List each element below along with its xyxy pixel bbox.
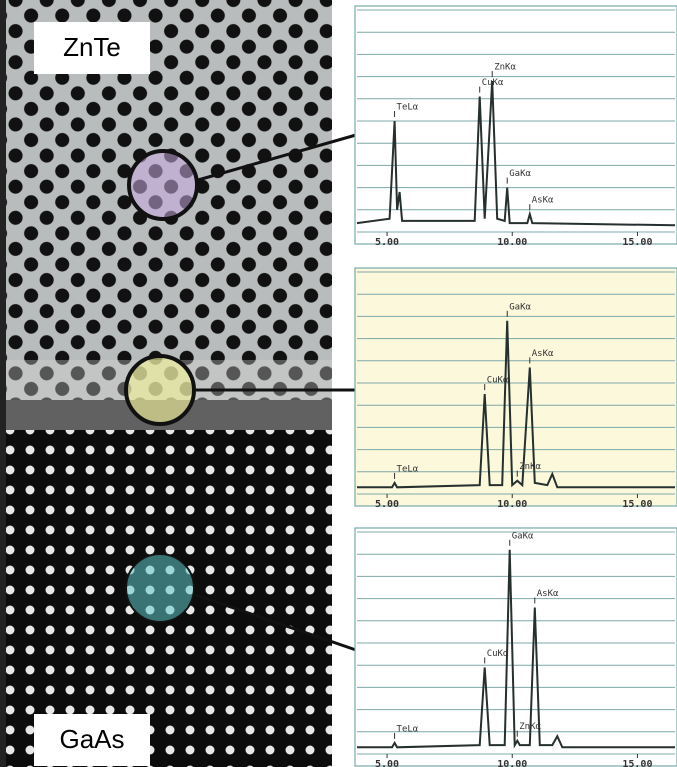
peak-label: GaKα [509,302,531,312]
peak-label: TeLα [397,464,419,474]
x-tick-label: 15.00 [622,499,652,510]
peak-label: CuKα [482,78,504,88]
page: ZnTe GaAs 5.00 10.00 15.00 TeLα CuKα ZnKα GaKα… [0,0,677,767]
x-tick-label: 5.00 [375,237,399,248]
peak-label: AsKα [537,589,559,599]
peak-label: ZnKα [494,63,516,73]
material-label: GaAs [59,724,124,754]
x-tick-label: 10.00 [497,499,527,510]
x-tick-label: 15.00 [622,759,652,767]
peak-label: ZnKα [519,722,541,732]
x-tick-label: 5.00 [375,499,399,510]
peak-label: AsKα [532,196,554,206]
probe-znte [129,151,197,219]
peak-label: GaKα [509,169,531,179]
peak-label: CuKα [487,376,509,386]
probe-gaas [126,554,194,622]
peak-label: ZnKα [519,462,541,472]
peak-label: CuKα [487,649,509,659]
x-tick-label: 5.00 [375,759,399,767]
peak-label: TeLα [397,103,419,113]
spectrum-panel [355,6,677,244]
probe-interface [126,356,194,424]
x-tick-label: 10.00 [497,237,527,248]
material-label: ZnTe [63,32,121,62]
peak-label: TeLα [397,724,419,734]
x-tick-label: 10.00 [497,759,527,767]
peak-label: GaKα [512,531,534,541]
peak-label: AsKα [532,349,554,359]
figure: ZnTe GaAs 5.00 10.00 15.00 TeLα CuKα ZnKα GaKα… [0,0,677,767]
x-tick-label: 15.00 [622,237,652,248]
